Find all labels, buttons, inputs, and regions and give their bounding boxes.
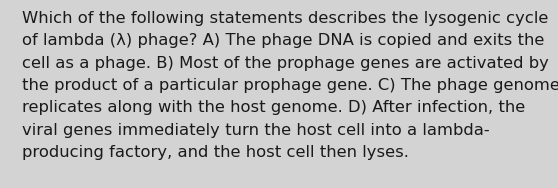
Text: replicates along with the host genome. D) After infection, the: replicates along with the host genome. D… [22,100,525,115]
Text: producing factory, and the host cell then lyses.: producing factory, and the host cell the… [22,145,409,160]
Text: cell as a phage. B) Most of the prophage genes are activated by: cell as a phage. B) Most of the prophage… [22,56,549,71]
Text: viral genes immediately turn the host cell into a lambda-: viral genes immediately turn the host ce… [22,123,489,137]
Text: the product of a particular prophage gene. C) The phage genome: the product of a particular prophage gen… [22,78,558,93]
Text: Which of the following statements describes the lysogenic cycle: Which of the following statements descri… [22,11,549,26]
Text: of lambda (λ) phage? A) The phage DNA is copied and exits the: of lambda (λ) phage? A) The phage DNA is… [22,33,545,48]
